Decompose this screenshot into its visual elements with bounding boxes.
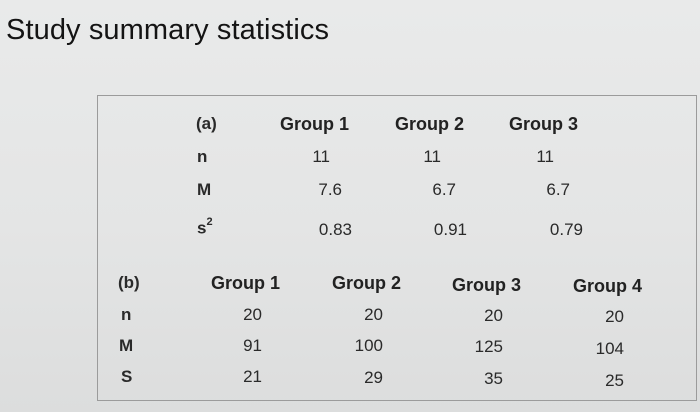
- part-a-header-group-2: Group 2: [395, 114, 465, 134]
- part-a-m-group-1: 7.6: [318, 180, 342, 199]
- part-a-header-group-3: Group 3: [509, 114, 579, 134]
- part-a-s2-group-1: 0.83: [318, 220, 352, 239]
- part-a-s2-group-3: 0.79: [549, 220, 583, 239]
- statistics-box: [97, 95, 697, 401]
- part-b-header-group-2: Group 2: [332, 273, 402, 293]
- part-a-stat-n: n: [197, 147, 208, 166]
- part-b-s-group-1: 21: [243, 367, 262, 386]
- part-a-label: (a): [196, 114, 217, 133]
- part-b-header-group-4: Group 4: [573, 276, 643, 296]
- part-a-stat-m: M: [197, 180, 212, 199]
- part-a-n-group-3: 11: [536, 147, 554, 166]
- part-b-s-group-3: 35: [484, 369, 503, 388]
- part-b-n-group-4: 20: [605, 307, 624, 326]
- part-b-m-group-2: 100: [354, 336, 383, 355]
- part-b-stat-n: n: [121, 305, 132, 324]
- part-a-m-group-3: 6.7: [546, 180, 570, 199]
- superscript-2: 2: [206, 216, 213, 228]
- part-b-s-group-4: 25: [605, 371, 624, 390]
- part-a-header-group-1: Group 1: [280, 114, 350, 134]
- part-b-header-group-3: Group 3: [452, 275, 522, 295]
- part-b-n-group-1: 20: [243, 305, 262, 324]
- part-b-s-group-2: 29: [364, 368, 383, 387]
- part-a-s2-group-2: 0.91: [433, 220, 467, 239]
- part-a-n-group-1: 11: [312, 147, 330, 166]
- part-b-label: (b): [118, 273, 140, 292]
- part-a-m-group-2: 6.7: [432, 180, 456, 199]
- part-b-m-group-3: 125: [474, 337, 503, 356]
- part-a-n-group-2: 11: [423, 147, 441, 166]
- part-b-m-group-1: 91: [243, 336, 262, 355]
- part-b-stat-s: S: [121, 367, 133, 386]
- part-b-n-group-3: 20: [484, 306, 503, 325]
- part-b-header-group-1: Group 1: [211, 273, 281, 293]
- page-title: Study summary statistics: [6, 14, 330, 46]
- part-a-stat-s-squared: s2: [197, 216, 213, 238]
- part-b-m-group-4: 104: [595, 339, 624, 358]
- part-b-n-group-2: 20: [364, 305, 383, 324]
- part-b-stat-m: M: [119, 336, 134, 355]
